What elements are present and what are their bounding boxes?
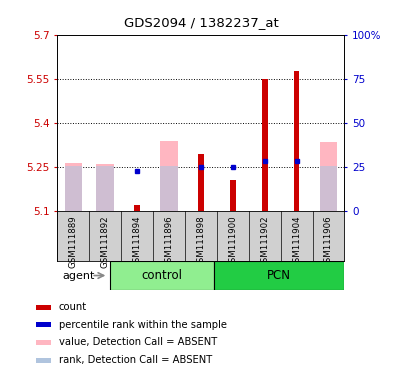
Text: agent: agent <box>63 270 95 281</box>
Text: GSM111900: GSM111900 <box>228 215 237 268</box>
Text: GSM111892: GSM111892 <box>101 215 110 268</box>
Text: PCN: PCN <box>267 269 290 282</box>
Text: GSM111894: GSM111894 <box>132 215 141 268</box>
Bar <box>319 166 336 211</box>
Bar <box>36 305 52 310</box>
Bar <box>36 358 52 362</box>
Bar <box>65 162 82 211</box>
FancyBboxPatch shape <box>213 261 344 290</box>
Text: percentile rank within the sample: percentile rank within the sample <box>58 320 226 330</box>
Bar <box>36 322 52 327</box>
Text: rank, Detection Call = ABSENT: rank, Detection Call = ABSENT <box>58 355 211 365</box>
Bar <box>96 166 114 211</box>
Text: GSM111889: GSM111889 <box>69 215 78 268</box>
Bar <box>319 142 336 211</box>
Bar <box>65 166 82 211</box>
Text: GSM111898: GSM111898 <box>196 215 205 268</box>
Bar <box>160 141 178 211</box>
Text: control: control <box>141 269 182 282</box>
FancyBboxPatch shape <box>109 261 213 290</box>
Bar <box>36 340 52 345</box>
Bar <box>293 71 299 211</box>
Bar <box>96 164 114 211</box>
Text: GSM111904: GSM111904 <box>291 215 300 268</box>
Text: count: count <box>58 302 86 312</box>
Bar <box>198 154 203 211</box>
Bar <box>134 205 139 211</box>
Text: GSM111896: GSM111896 <box>164 215 173 268</box>
Text: GSM111902: GSM111902 <box>260 215 269 268</box>
Text: value, Detection Call = ABSENT: value, Detection Call = ABSENT <box>58 338 216 348</box>
Text: GSM111906: GSM111906 <box>323 215 332 268</box>
Text: GDS2094 / 1382237_at: GDS2094 / 1382237_at <box>123 16 278 29</box>
Bar <box>160 166 178 211</box>
Bar <box>261 79 267 211</box>
Bar <box>229 180 235 211</box>
